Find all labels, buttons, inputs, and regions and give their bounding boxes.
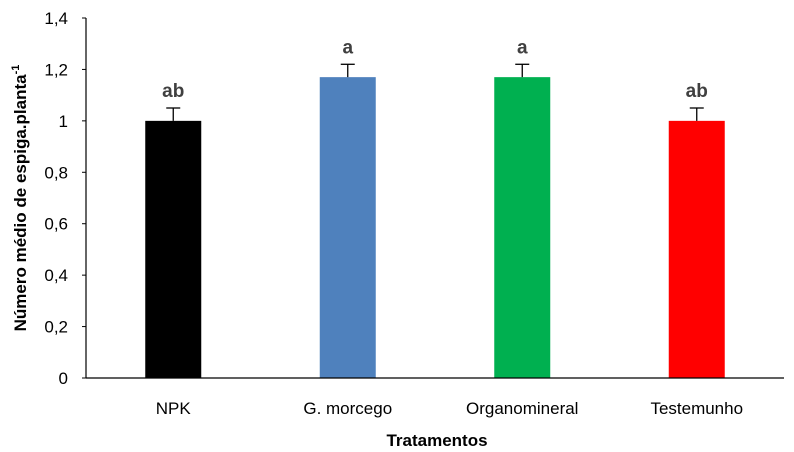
x-category-label: Organomineral: [466, 399, 578, 418]
bar: [319, 77, 376, 379]
x-category-label: Testemunho: [650, 399, 743, 418]
x-category-label: NPK: [156, 399, 192, 418]
bar: [145, 120, 202, 378]
y-tick-label: 1,2: [44, 60, 68, 79]
significance-letter: ab: [162, 81, 184, 102]
y-tick-label: 1,4: [44, 9, 68, 28]
y-tick-label: 0,4: [44, 266, 68, 285]
x-category-label: G. morcego: [303, 399, 392, 418]
significance-labels: ab a a ab: [162, 37, 708, 102]
y-tick-label: 0,8: [44, 163, 68, 182]
significance-letter: a: [517, 37, 528, 58]
x-axis-category-labels: NPK G. morcego Organomineral Testemunho: [156, 399, 743, 418]
y-tick-label: 1: [59, 112, 68, 131]
y-tick-label: 0,6: [44, 215, 68, 234]
error-bars: [166, 63, 704, 121]
bar: [494, 77, 551, 379]
y-tick-label: 0: [59, 369, 68, 388]
y-axis-ticks: 0 0,2 0,4 0,6 0,8 1 1,2 1,4: [44, 9, 86, 388]
significance-letter: ab: [686, 81, 708, 102]
y-axis-title: Número médio de espiga.planta-1: [10, 65, 30, 332]
y-axis-title-superscript: -1: [10, 65, 22, 75]
y-axis-title-main: Número médio de espiga.planta: [11, 74, 30, 331]
bar: [668, 120, 725, 378]
y-tick-label: 0,2: [44, 318, 68, 337]
axes: [85, 18, 784, 379]
bars: [145, 77, 725, 379]
significance-letter: a: [342, 37, 353, 58]
x-axis-title: Tratamentos: [386, 431, 487, 450]
